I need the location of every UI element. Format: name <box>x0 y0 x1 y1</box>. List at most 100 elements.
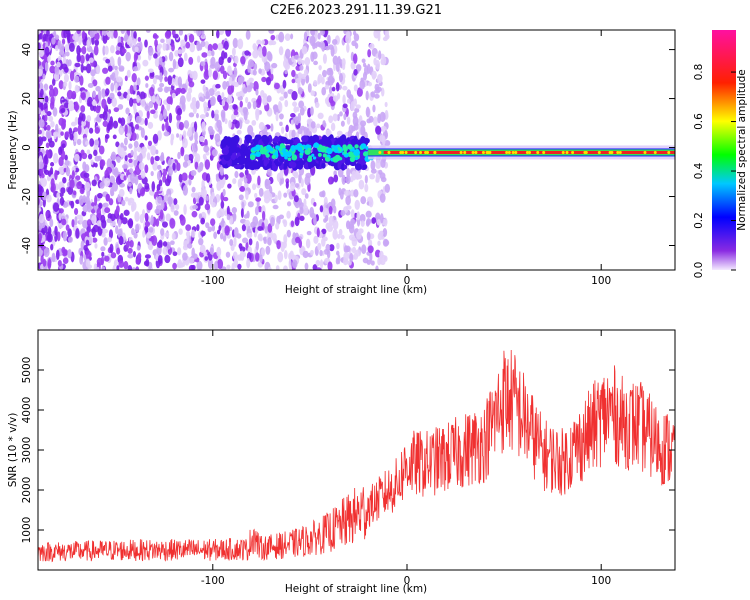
figure-title: C2E6.2023.291.11.39.G21 <box>270 3 442 18</box>
heatmap-cell <box>280 126 285 134</box>
heatmap-cell <box>259 236 263 242</box>
heatmap-cell <box>115 68 119 79</box>
heatmap-cell <box>291 90 298 101</box>
heatmap-cell <box>331 144 335 149</box>
heatmap-cell <box>481 150 485 154</box>
heatmap-cell <box>187 242 193 249</box>
heatmap-cell <box>228 119 232 129</box>
heatmap-cell <box>160 201 165 210</box>
heatmap-cell <box>282 147 287 152</box>
heatmap-cell <box>172 251 178 257</box>
heatmap-cell <box>79 75 84 86</box>
heatmap-cell <box>275 222 280 230</box>
heatmap-cell <box>257 175 261 186</box>
heatmap-cell <box>239 172 245 178</box>
heatmap-cell <box>368 198 374 208</box>
heatmap-cell <box>387 150 391 154</box>
heatmap-cell <box>49 65 56 74</box>
heatmap-cell <box>142 59 149 67</box>
heatmap-cell <box>241 224 246 232</box>
spectrogram-y-ticks: -40 -20 0 20 40 <box>21 43 675 254</box>
heatmap-cell <box>110 56 114 66</box>
heatmap-cell <box>188 33 195 43</box>
heatmap-cell <box>229 238 234 247</box>
heatmap-cell <box>93 45 99 56</box>
heatmap-cell <box>295 236 301 244</box>
heatmap-cell <box>95 116 101 122</box>
heatmap-cell <box>201 30 205 38</box>
heatmap-cell <box>90 159 94 165</box>
heatmap-cell <box>134 174 139 186</box>
heatmap-cell <box>114 65 118 71</box>
heatmap-cell <box>305 75 310 84</box>
snr-y-tick-label: 3000 <box>21 437 33 464</box>
heatmap-cell <box>195 112 199 119</box>
heatmap-cell <box>137 252 142 260</box>
heatmap-cell <box>307 83 312 93</box>
heatmap-cell <box>236 129 242 135</box>
heatmap-cell <box>365 90 369 101</box>
heatmap-cell <box>324 84 330 90</box>
heatmap-cell <box>310 249 314 256</box>
heatmap-cell <box>381 135 386 146</box>
heatmap-cell <box>201 179 205 190</box>
heatmap-cell <box>102 110 108 121</box>
heatmap-cell <box>201 188 207 199</box>
heatmap-cell <box>135 115 142 124</box>
heatmap-cell <box>123 137 128 146</box>
heatmap-cell <box>152 161 158 171</box>
heatmap-cell <box>330 198 336 209</box>
heatmap-cell <box>148 68 154 73</box>
spectrogram-y-tick-label: -20 <box>21 188 33 205</box>
heatmap-cell <box>113 30 118 39</box>
heatmap-cell <box>42 73 46 80</box>
heatmap-cell <box>375 125 382 135</box>
heatmap-cell <box>272 137 280 143</box>
heatmap-cell <box>164 76 168 82</box>
heatmap-cell <box>76 53 81 63</box>
heatmap-cell <box>169 218 176 229</box>
heatmap-cell <box>106 123 111 132</box>
heatmap-cell <box>237 178 242 189</box>
heatmap-cell <box>80 63 84 73</box>
heatmap-cell <box>62 257 69 265</box>
heatmap-cell <box>380 158 386 168</box>
heatmap-cell <box>192 142 198 153</box>
heatmap-cell <box>54 34 60 40</box>
heatmap-cell <box>317 242 322 251</box>
heatmap-cell <box>94 126 100 134</box>
heatmap-cell <box>71 170 75 180</box>
heatmap-cell <box>279 147 283 151</box>
heatmap-cells <box>38 30 675 270</box>
heatmap-cell <box>252 100 257 110</box>
heatmap-cell <box>74 84 79 94</box>
heatmap-cell <box>223 40 229 50</box>
heatmap-cell <box>270 40 277 46</box>
heatmap-cell <box>109 92 115 100</box>
heatmap-cell <box>278 31 285 43</box>
heatmap-cell <box>354 156 359 161</box>
heatmap-cell <box>57 259 62 267</box>
heatmap-cell <box>145 30 151 33</box>
heatmap-cell <box>89 57 94 63</box>
heatmap-cell <box>73 103 80 111</box>
heatmap-cell <box>335 62 340 73</box>
heatmap-cell <box>275 265 280 270</box>
heatmap-cell <box>110 151 117 161</box>
spectrogram-x-tick-label: -100 <box>201 275 225 287</box>
heatmap-cell <box>290 145 296 151</box>
heatmap-cell <box>320 30 325 36</box>
heatmap-cell <box>507 150 511 154</box>
heatmap-cell <box>311 153 315 157</box>
heatmap-cell <box>170 43 175 52</box>
heatmap-cell <box>93 149 98 157</box>
heatmap-cell <box>71 219 75 228</box>
heatmap-cell <box>111 182 119 192</box>
heatmap-cell <box>284 33 291 41</box>
heatmap-cell <box>204 40 209 49</box>
heatmap-cell <box>102 120 109 127</box>
heatmap-cell <box>226 214 231 221</box>
heatmap-cell <box>257 226 264 231</box>
heatmap-cell <box>245 30 251 40</box>
heatmap-cell <box>146 110 150 119</box>
